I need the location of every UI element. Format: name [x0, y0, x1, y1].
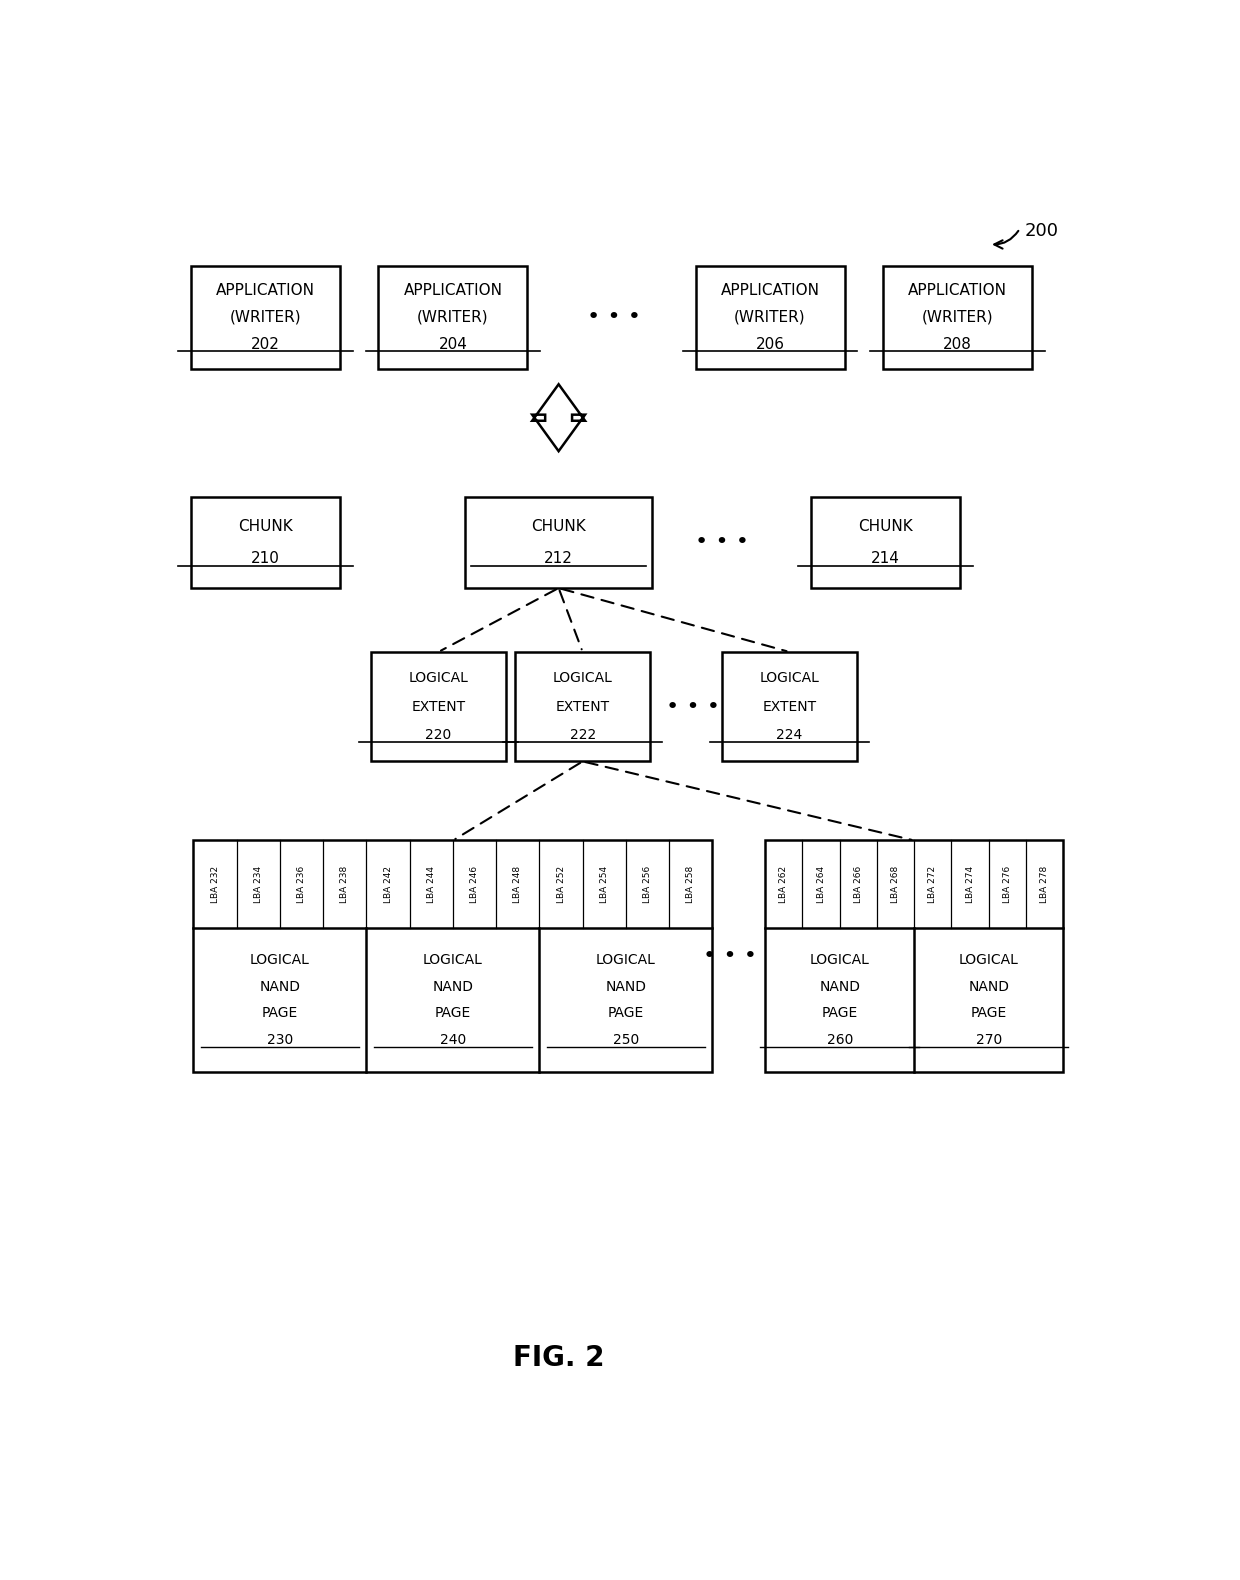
Text: LBA 248: LBA 248	[513, 866, 522, 902]
Text: 214: 214	[870, 551, 900, 566]
Bar	[465, 496, 652, 588]
Text: LBA 274: LBA 274	[966, 866, 975, 902]
Text: CHUNK: CHUNK	[858, 518, 913, 534]
Text: LBA 246: LBA 246	[470, 866, 479, 902]
Text: FIG. 2: FIG. 2	[513, 1343, 604, 1371]
Text: 224: 224	[776, 728, 802, 743]
Text: 200: 200	[1024, 221, 1059, 240]
Text: PAGE: PAGE	[822, 1006, 858, 1021]
Text: PAGE: PAGE	[435, 1006, 471, 1021]
Text: LOGICAL: LOGICAL	[959, 953, 1018, 967]
Text: LOGICAL: LOGICAL	[553, 672, 613, 684]
Text: 202: 202	[250, 337, 280, 352]
Text: LBA 242: LBA 242	[383, 866, 393, 902]
Text: LBA 266: LBA 266	[854, 866, 863, 904]
Text: NAND: NAND	[433, 980, 474, 994]
Bar	[765, 841, 1063, 1071]
Text: EXTENT: EXTENT	[412, 700, 465, 714]
Text: NAND: NAND	[820, 980, 861, 994]
Text: 220: 220	[425, 728, 451, 743]
Text: LOGICAL: LOGICAL	[596, 953, 656, 967]
Text: LBA 236: LBA 236	[298, 866, 306, 904]
Bar	[193, 841, 713, 1071]
Bar	[883, 265, 1032, 370]
Text: APPLICATION: APPLICATION	[403, 283, 502, 297]
Text: 230: 230	[267, 1033, 293, 1048]
Polygon shape	[532, 384, 585, 452]
Text: (WRITER): (WRITER)	[921, 310, 993, 325]
Text: 204: 204	[439, 337, 467, 352]
Text: LOGICAL: LOGICAL	[759, 672, 820, 684]
Text: LOGICAL: LOGICAL	[810, 953, 869, 967]
Text: EXTENT: EXTENT	[556, 700, 610, 714]
Text: PAGE: PAGE	[608, 1006, 644, 1021]
Text: LBA 264: LBA 264	[817, 866, 826, 902]
Text: CHUNK: CHUNK	[531, 518, 587, 534]
Text: LBA 244: LBA 244	[427, 866, 435, 902]
Text: PAGE: PAGE	[971, 1006, 1007, 1021]
Text: LBA 256: LBA 256	[644, 866, 652, 904]
Text: 222: 222	[569, 728, 595, 743]
Text: NAND: NAND	[968, 980, 1009, 994]
Bar	[378, 265, 527, 370]
Text: LBA 276: LBA 276	[1003, 866, 1012, 904]
Text: APPLICATION: APPLICATION	[720, 283, 820, 297]
Text: (WRITER): (WRITER)	[229, 310, 301, 325]
Text: 240: 240	[440, 1033, 466, 1048]
Text: 206: 206	[755, 337, 785, 352]
Text: (WRITER): (WRITER)	[734, 310, 806, 325]
Bar	[696, 265, 844, 370]
Text: LBA 268: LBA 268	[892, 866, 900, 904]
Text: NAND: NAND	[605, 980, 646, 994]
Text: 260: 260	[827, 1033, 853, 1048]
Text: • • •: • • •	[694, 532, 749, 553]
Text: 210: 210	[250, 551, 280, 566]
Text: APPLICATION: APPLICATION	[216, 283, 315, 297]
Bar	[516, 653, 650, 762]
Text: CHUNK: CHUNK	[238, 518, 293, 534]
Text: LBA 234: LBA 234	[254, 866, 263, 902]
Text: LBA 252: LBA 252	[557, 866, 565, 902]
Text: APPLICATION: APPLICATION	[908, 283, 1007, 297]
Bar	[191, 265, 340, 370]
Text: 212: 212	[544, 551, 573, 566]
Text: (WRITER): (WRITER)	[417, 310, 489, 325]
Bar	[811, 496, 960, 588]
Text: LOGICAL: LOGICAL	[408, 672, 469, 684]
Text: LBA 272: LBA 272	[929, 866, 937, 902]
Text: NAND: NAND	[259, 980, 300, 994]
Text: LBA 232: LBA 232	[211, 866, 219, 902]
Text: LBA 262: LBA 262	[780, 866, 789, 902]
Text: 270: 270	[976, 1033, 1002, 1048]
Text: PAGE: PAGE	[262, 1006, 298, 1021]
Text: • • •: • • •	[588, 308, 641, 327]
Text: LBA 238: LBA 238	[340, 866, 350, 904]
Text: LBA 254: LBA 254	[600, 866, 609, 902]
Text: LOGICAL: LOGICAL	[250, 953, 310, 967]
Bar	[191, 496, 340, 588]
Text: • • •: • • •	[703, 946, 756, 965]
Text: LBA 278: LBA 278	[1040, 866, 1049, 904]
Text: • • •: • • •	[666, 697, 720, 717]
Text: LOGICAL: LOGICAL	[423, 953, 482, 967]
Text: 250: 250	[613, 1033, 639, 1048]
Bar	[722, 653, 857, 762]
Text: LBA 258: LBA 258	[686, 866, 696, 904]
Text: 208: 208	[942, 337, 972, 352]
Text: EXTENT: EXTENT	[763, 700, 816, 714]
Bar	[371, 653, 506, 762]
